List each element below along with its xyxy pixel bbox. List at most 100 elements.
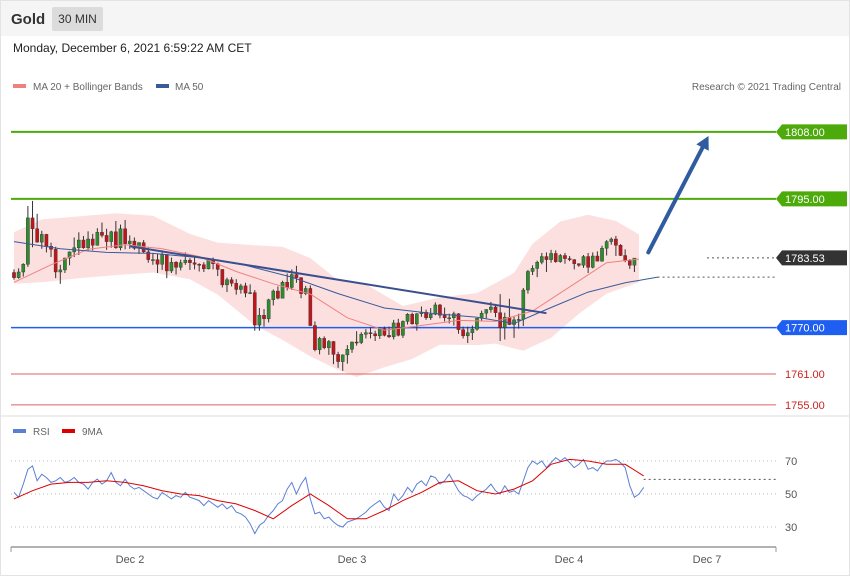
candle-body (192, 262, 197, 265)
candle-body (391, 322, 396, 338)
candle-body (303, 288, 308, 294)
candle-body (169, 261, 174, 272)
candle (239, 283, 243, 294)
candle-body (484, 309, 489, 314)
candle-body (424, 311, 428, 319)
candle (271, 289, 276, 306)
candle (340, 354, 345, 371)
candle-body (516, 319, 521, 321)
candle-body (21, 264, 26, 273)
ma9-legend-label: 9MA (82, 427, 103, 438)
candle (558, 253, 563, 263)
candle (405, 313, 410, 325)
candle (26, 206, 30, 267)
ma50-legend-label: MA 50 (175, 82, 204, 93)
candle-body (220, 269, 225, 286)
candle-body (160, 254, 164, 265)
candle-body (164, 254, 169, 272)
candle-body (428, 314, 433, 319)
candle (266, 298, 271, 323)
candle-body (493, 306, 498, 313)
candle (627, 259, 632, 269)
candle-body (100, 232, 104, 236)
candle-body (382, 328, 387, 336)
candle (21, 263, 26, 277)
candle-body (202, 264, 206, 270)
candle-body (563, 255, 567, 259)
candle (229, 277, 234, 287)
candle-body (178, 262, 183, 268)
candle (373, 330, 377, 341)
candle-body (387, 335, 391, 338)
bollinger-band (14, 213, 639, 377)
candle-body (600, 248, 604, 262)
candle (604, 240, 609, 256)
candle-body (30, 217, 35, 229)
candle-body (604, 241, 609, 249)
candle-body (456, 313, 461, 330)
candle-body (90, 238, 95, 246)
candle (63, 257, 67, 274)
candle (192, 256, 197, 270)
level-tag-bg-2 (776, 250, 847, 266)
candle (391, 319, 396, 340)
candle-body (114, 231, 118, 248)
candle (618, 244, 623, 257)
candle-body (229, 279, 234, 284)
candle (614, 235, 618, 257)
projection-arrow-shaft (646, 145, 705, 255)
candle (410, 312, 414, 325)
candle-body (290, 274, 294, 288)
candle-body (530, 268, 535, 272)
candle-body (336, 354, 340, 362)
candle-body (438, 304, 442, 316)
candle (465, 326, 470, 344)
candle (155, 253, 160, 274)
rsi-line (13, 457, 645, 535)
candle-body (350, 341, 354, 350)
candle-body (627, 260, 632, 266)
candle-body (368, 332, 373, 334)
candle-body (317, 338, 322, 350)
candle-body (567, 258, 572, 260)
candle-body (257, 315, 262, 326)
candle (81, 235, 86, 249)
candle-body (266, 299, 271, 320)
timeframe-badge[interactable]: 30 MIN (52, 7, 103, 31)
candle-body (623, 255, 627, 261)
candle (540, 252, 544, 265)
candle (280, 280, 285, 299)
candle-body (109, 231, 114, 242)
top-bar: Gold 30 MIN (1, 1, 849, 36)
candle (248, 284, 252, 295)
candle-body (118, 228, 123, 248)
candle-body (35, 228, 39, 243)
candle (526, 269, 530, 294)
candle-body (549, 253, 553, 260)
rsi-legend-label: RSI (33, 427, 50, 438)
candle-body (609, 238, 614, 242)
candle (461, 326, 465, 339)
candle (178, 259, 183, 271)
candle-body (262, 315, 266, 320)
candle-body (276, 290, 280, 299)
candle-body (299, 277, 303, 294)
candle-body (197, 264, 202, 266)
credit-text: Research © 2021 Trading Central (692, 82, 841, 93)
candle (30, 200, 35, 248)
candle-body (442, 315, 447, 319)
candle (336, 351, 340, 368)
candle (590, 252, 595, 269)
candle (100, 222, 104, 238)
candle (118, 224, 123, 251)
candle-body (308, 288, 313, 326)
level-label-2: 1783.53 (785, 253, 825, 265)
rsi-legend-swatch (13, 429, 26, 433)
level-tag-bg-1 (776, 191, 847, 207)
candle (382, 326, 387, 337)
candle-body (535, 261, 539, 269)
candle-body (475, 318, 479, 330)
candle-body (44, 234, 49, 247)
candle (197, 263, 202, 272)
